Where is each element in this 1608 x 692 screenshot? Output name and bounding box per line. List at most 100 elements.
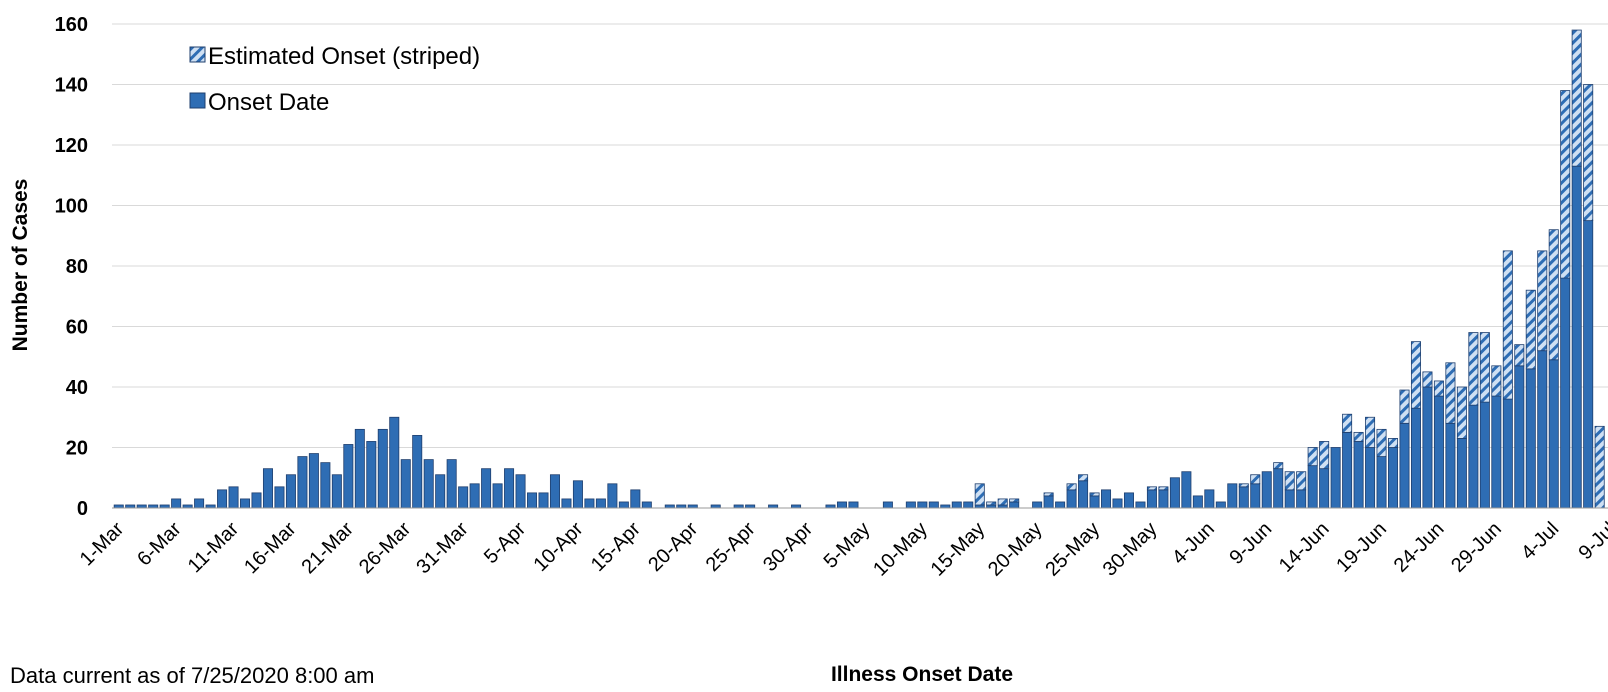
bar-onset-date: [1032, 501, 1043, 509]
bar-onset-date: [400, 459, 411, 509]
bar-estimated-onset: [1353, 431, 1364, 442]
bar-onset-date: [481, 468, 492, 509]
bar-onset-date: [1342, 431, 1353, 509]
bar-onset-date: [1181, 471, 1192, 509]
bar-estimated-onset: [1307, 447, 1318, 467]
bar-estimated-onset: [1468, 332, 1479, 406]
bar-estimated-onset: [1273, 462, 1284, 470]
bar-onset-date: [1479, 401, 1490, 509]
bar-onset-date: [1158, 489, 1169, 509]
x-tick-label: 31-Mar: [412, 518, 473, 579]
y-axis-title: Number of Cases: [9, 179, 32, 352]
x-tick-label: 30-Apr: [759, 518, 817, 576]
bar-onset-date: [572, 480, 583, 509]
bar-onset-date: [343, 444, 354, 509]
bar-onset-date: [641, 501, 652, 509]
bar-onset-date: [1238, 486, 1249, 509]
bar-onset-date: [320, 462, 331, 509]
x-tick-label: 25-Apr: [702, 518, 760, 576]
bar-estimated-onset: [1078, 474, 1089, 482]
bar-onset-date: [928, 501, 939, 509]
legend-item-estimated: Estimated Onset (striped): [189, 43, 480, 70]
bar-estimated-onset: [1388, 438, 1399, 448]
bar-estimated-onset: [1284, 471, 1295, 491]
bar-onset-date: [963, 501, 974, 509]
bar-onset-date: [1089, 495, 1100, 509]
bar-onset-date: [1135, 501, 1146, 509]
legend: Estimated Onset (striped) Onset Date: [189, 43, 480, 116]
bar-onset-date: [882, 501, 893, 509]
x-tick-label: 21-Mar: [298, 518, 359, 579]
bar-onset-date: [1101, 489, 1112, 509]
bar-onset-date: [1353, 441, 1364, 509]
bar-onset-date: [1066, 489, 1077, 509]
bar-estimated-onset: [1089, 492, 1100, 497]
bar-onset-date: [1365, 447, 1376, 509]
x-tick-label: 15-Apr: [587, 518, 645, 576]
bar-onset-date: [423, 459, 434, 509]
bar-onset-date: [538, 492, 549, 509]
bar-onset-date: [595, 498, 606, 509]
bar-onset-date: [354, 428, 365, 509]
bar-onset-date: [1055, 501, 1066, 509]
bar-onset-date: [194, 498, 205, 509]
bar-onset-date: [504, 468, 515, 509]
bar-onset-date: [240, 498, 251, 509]
bar-estimated-onset: [1238, 483, 1249, 488]
bar-estimated-onset: [1502, 250, 1513, 400]
bar-estimated-onset: [1583, 84, 1594, 222]
bar-estimated-onset: [1365, 416, 1376, 448]
bar-estimated-onset: [1376, 428, 1387, 457]
y-tick-label: 20: [66, 438, 88, 460]
y-tick-label: 0: [77, 498, 88, 520]
bar-onset-date: [412, 434, 423, 509]
bar-onset-date: [1078, 480, 1089, 509]
bar-onset-date: [1330, 447, 1341, 509]
x-tick-label: 10-May: [869, 518, 932, 581]
bar-onset-date: [527, 492, 538, 509]
bar-onset-date: [1422, 386, 1433, 509]
bar-onset-date: [1123, 492, 1134, 509]
bar-onset-date: [1112, 498, 1123, 509]
bar-onset-date: [1548, 359, 1559, 509]
bar-onset-date: [251, 492, 262, 509]
bar-onset-date: [366, 441, 377, 509]
x-tick-label: 24-Jun: [1390, 518, 1449, 577]
bars: [113, 29, 1605, 509]
bar-onset-date: [1388, 447, 1399, 509]
y-tick-label: 60: [66, 317, 88, 339]
x-tick-label: 11-Mar: [184, 518, 244, 578]
bar-onset-date: [1560, 277, 1571, 509]
bar-estimated-onset: [1158, 486, 1169, 491]
y-tick-label: 80: [66, 256, 88, 278]
bar-onset-date: [848, 501, 859, 509]
bar-onset-date: [469, 483, 480, 509]
x-tick-label: 6-Mar: [133, 518, 186, 571]
bar-estimated-onset: [1479, 332, 1490, 403]
bar-estimated-onset: [997, 498, 1008, 506]
x-tick-label: 25-May: [1041, 518, 1104, 581]
bar-onset-date: [389, 416, 400, 509]
bar-onset-date: [1376, 456, 1387, 509]
x-tick-label: 9-Jul: [1574, 518, 1608, 564]
x-tick-label: 9-Jun: [1225, 518, 1276, 569]
bar-onset-date: [331, 474, 342, 509]
bar-estimated-onset: [1537, 250, 1548, 352]
x-tick-label: 20-May: [984, 518, 1047, 581]
x-tick-label: 14-Jun: [1275, 518, 1334, 577]
x-tick-label: 4-Jun: [1168, 518, 1219, 569]
bar-onset-date: [171, 498, 182, 509]
bar-onset-date: [1009, 501, 1020, 509]
bar-onset-date: [549, 474, 560, 509]
bar-onset-date: [1571, 165, 1582, 509]
bar-onset-date: [630, 489, 641, 509]
bar-onset-date: [1433, 395, 1444, 509]
x-axis-ticks: 1-Mar 6-Mar11-Mar16-Mar21-Mar26-Mar31-Mar…: [76, 518, 1608, 581]
legend-label-onset: Onset Date: [208, 89, 329, 116]
bar-onset-date: [1537, 350, 1548, 509]
data-current-note: Data current as of 7/25/2020 8:00 am: [10, 663, 374, 687]
bar-onset-date: [1146, 489, 1157, 509]
bar-onset-date: [1583, 220, 1594, 509]
bar-onset-date: [1250, 483, 1261, 509]
bar-onset-date: [1445, 422, 1456, 509]
